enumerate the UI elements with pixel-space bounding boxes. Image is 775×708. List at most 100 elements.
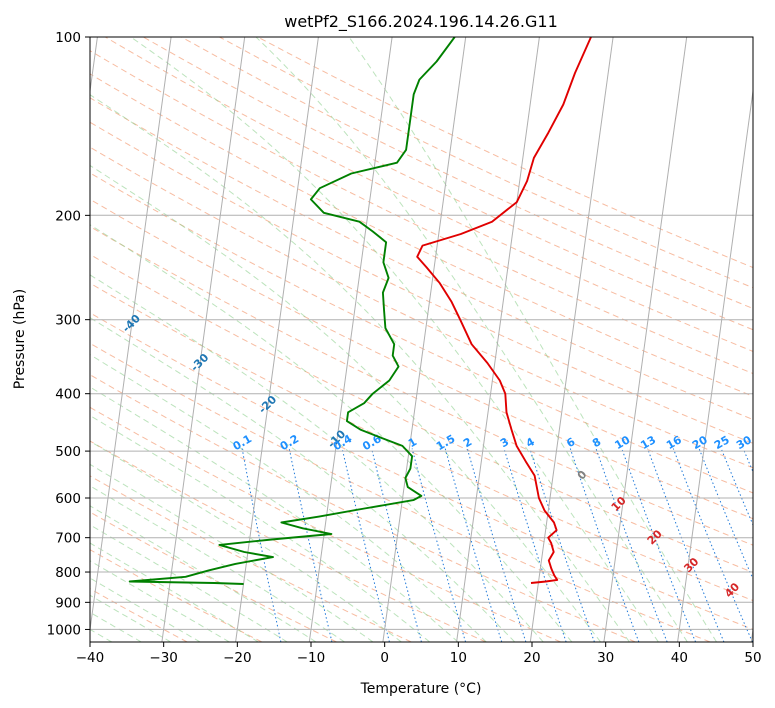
dry-adiabat <box>90 172 753 494</box>
isotherm-line <box>382 37 467 642</box>
mixing-ratio-label: 25 <box>712 433 732 452</box>
plot-frame <box>89 36 754 643</box>
chart-title: wetPf2_S166.2024.196.14.26.G11 <box>284 12 558 32</box>
moist-adiabat <box>90 224 573 642</box>
y-tick-label: 900 <box>55 595 81 611</box>
dry-adiabat <box>143 37 753 331</box>
mixing-ratio-line <box>765 449 775 643</box>
x-tick-label: 20 <box>523 650 540 666</box>
x-tick-label: −20 <box>223 650 252 666</box>
mixing-ratio-line <box>742 448 753 474</box>
isotherm-line <box>750 625 753 642</box>
mixing-ratio-line <box>529 448 595 642</box>
isotherm-line <box>161 37 246 642</box>
mixing-ratio-line <box>341 448 390 642</box>
moist-adiabat <box>90 414 431 642</box>
y-tick-label: 100 <box>55 30 81 46</box>
dry-adiabats <box>90 37 753 642</box>
mixing-ratio-label: 36 <box>756 433 775 452</box>
mixing-ratio-line <box>672 448 753 642</box>
mixing-ratio-label: 2 <box>461 435 474 450</box>
mixing-ratio-line <box>466 448 527 642</box>
dry-adiabat <box>90 121 753 444</box>
x-tick-label: 30 <box>597 650 614 666</box>
mixing-ratio-line <box>647 448 725 642</box>
y-tick-label: 200 <box>55 208 81 224</box>
moist-adiabat <box>90 463 374 642</box>
mixing-ratio-line <box>698 448 753 581</box>
moist-adiabat <box>90 94 630 642</box>
isotherm-label: -30 <box>188 351 211 374</box>
mixing-ratio-line <box>371 448 422 642</box>
isotherm-line <box>235 37 319 642</box>
y-tick-label: 500 <box>55 444 81 460</box>
mixing-ratio-label: 6 <box>564 435 577 450</box>
mixing-ratio-lines <box>241 448 775 643</box>
x-tick-label: −10 <box>297 650 326 666</box>
dry-adiabat <box>257 37 753 269</box>
moist-adiabats <box>90 37 717 642</box>
background-lines: -100-90-80-70-60-50-40-30-20-100.10.20.4… <box>0 37 775 643</box>
mixing-ratio-line <box>503 448 567 642</box>
sounding-line-2 <box>128 37 456 585</box>
moist-adiabat <box>90 317 516 642</box>
moist-adiabat <box>90 164 601 642</box>
mixing-ratio-label: 16 <box>664 433 684 452</box>
isotherm-line <box>603 37 688 642</box>
moist-adiabat <box>90 274 544 642</box>
mixing-ratio-label: 0.2 <box>278 432 301 453</box>
sounding-profiles <box>128 37 592 585</box>
x-tick-label: 50 <box>744 650 761 666</box>
isotherm-label: -50 <box>51 274 74 297</box>
dry-adiabat <box>90 253 753 573</box>
dry-adiabat <box>90 511 337 642</box>
moist-adiabat <box>90 524 288 642</box>
dry-adiabat <box>90 146 753 469</box>
y-axis-label: Pressure (hPa) <box>12 289 28 389</box>
mixing-ratio-label: 13 <box>638 433 658 452</box>
isotherm-label: -60 <box>0 237 6 260</box>
moist-adiabat <box>348 37 717 642</box>
mixing-ratio-label: 3 <box>498 435 511 450</box>
mixing-ratio-line <box>595 448 668 642</box>
dry-adiabat <box>90 374 636 642</box>
dry-adiabat <box>90 282 753 602</box>
x-tick-label: 10 <box>450 650 467 666</box>
isotherm-line <box>677 87 753 642</box>
dry-adiabat <box>90 73 753 397</box>
moist-adiabat <box>90 485 345 642</box>
x-axis-label: Temperature (°C) <box>360 681 482 697</box>
moist-adiabat <box>90 354 487 642</box>
mixing-ratio-label: 0.1 <box>231 432 254 453</box>
dry-adiabat <box>90 440 487 642</box>
mixing-ratio-line <box>621 448 697 642</box>
x-axis-ticks: −40 −30 −20 −10 0 10 20 30 40 50 <box>76 642 762 666</box>
mixing-ratio-label: 1 <box>406 435 419 450</box>
dry-adiabat <box>90 342 711 642</box>
moist-adiabat <box>90 505 317 642</box>
mixing-ratio-line <box>288 448 333 642</box>
dry-adiabat <box>90 225 753 546</box>
dry-adiabat <box>90 406 561 642</box>
mixing-ratio-label: 8 <box>590 435 603 450</box>
x-tick-label: 0 <box>380 650 389 666</box>
isotherm-line <box>90 37 172 634</box>
dry-adiabat <box>90 312 753 630</box>
sounding-line-1 <box>416 37 592 584</box>
x-tick-label: −30 <box>149 650 178 666</box>
mixing-ratio-line <box>720 448 753 527</box>
y-axis-ticks: 100 200 300 400 500 600 700 800 900 1000 <box>47 30 90 638</box>
dry-adiabat-label: 10 <box>609 494 629 514</box>
mixing-ratio-line <box>569 448 640 642</box>
y-tick-label: 1000 <box>47 622 81 638</box>
dry-adiabat <box>90 549 263 642</box>
y-tick-label: 800 <box>55 565 81 581</box>
dry-adiabat <box>90 97 753 421</box>
moist-adiabat <box>90 542 259 642</box>
moist-adiabat <box>130 37 659 642</box>
moist-adiabat <box>90 386 459 642</box>
dry-adiabat <box>104 37 753 352</box>
moist-adiabat-label: 0 <box>575 468 590 483</box>
isotherm-line <box>456 37 540 642</box>
mixing-ratio-label: 30 <box>734 433 754 452</box>
